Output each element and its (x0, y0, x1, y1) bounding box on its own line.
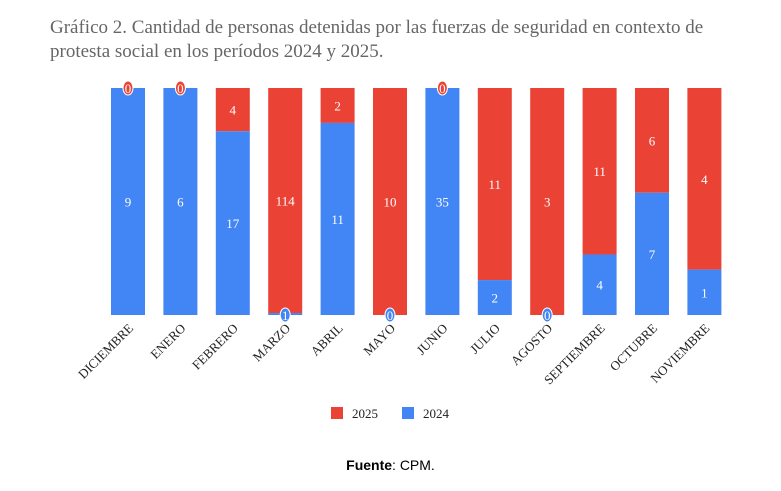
legend-swatch-2025 (331, 407, 343, 419)
bar-2024 (215, 131, 250, 315)
bar-2024 (635, 192, 669, 315)
data-label: 10 (384, 195, 397, 210)
data-label: 0 (439, 81, 446, 96)
data-label: 4 (701, 172, 708, 187)
x-tick-label: ABRIL (308, 320, 346, 358)
source-label: Fuente (346, 457, 393, 473)
zero-marker (436, 80, 448, 96)
bar-2024 (582, 254, 617, 315)
data-label: 9 (125, 195, 132, 210)
zero-marker (279, 307, 291, 323)
x-tick-label: ENERO (147, 321, 188, 362)
data-label: 1 (282, 308, 289, 323)
data-label: 1 (701, 285, 708, 300)
data-label: 4 (230, 103, 237, 118)
legend-swatch-2024 (402, 407, 414, 419)
x-tick-label: FEBRERO (189, 321, 241, 373)
bar-2024 (477, 280, 512, 315)
x-tick-label: MARZO (250, 321, 294, 365)
bar-2024 (425, 88, 460, 315)
chart-title: Gráfico 2. Cantidad de personas detenida… (50, 17, 704, 62)
legend-label-2024: 2024 (423, 406, 450, 421)
bar-2024 (687, 269, 722, 315)
bar-2025 (268, 88, 303, 314)
source-note: Fuente: CPM. (0, 457, 781, 473)
data-label: 11 (489, 177, 502, 192)
bar-2025 (687, 88, 722, 270)
bar-2025 (635, 88, 669, 193)
data-label: 6 (649, 133, 656, 148)
bar-2025 (373, 88, 407, 315)
data-label: 17 (226, 216, 240, 231)
x-tick-label: AGOSTO (508, 321, 556, 369)
bar-2025 (530, 88, 565, 315)
data-label: 2 (492, 291, 499, 306)
data-label: 4 (596, 278, 603, 293)
data-label: 0 (125, 81, 132, 96)
bar-2024 (163, 88, 198, 315)
data-label: 114 (276, 194, 296, 209)
data-label: 0 (387, 308, 394, 323)
zero-marker (541, 307, 553, 323)
data-label: 7 (649, 247, 656, 262)
data-label: 6 (177, 195, 184, 210)
data-label: 2 (334, 98, 341, 113)
x-tick-label: JUNIO (413, 321, 450, 358)
data-label: 11 (593, 164, 606, 179)
x-tick-label: DICIEMBRE (75, 320, 136, 381)
zero-marker (174, 80, 186, 96)
data-label: 35 (436, 195, 449, 210)
bar-2024 (111, 88, 145, 315)
x-tick-label: OCTUBRE (607, 320, 661, 374)
bar-2025 (215, 88, 250, 132)
data-label: 0 (544, 308, 551, 323)
data-label: 0 (177, 81, 184, 96)
bar-2024 (320, 122, 355, 315)
zero-marker (122, 80, 134, 96)
bar-2025 (320, 88, 355, 123)
bar-2025 (582, 88, 617, 255)
zero-marker (384, 307, 396, 323)
data-label: 11 (331, 212, 344, 227)
legend-label-2025: 2025 (352, 406, 378, 421)
stacked-bar-chart: 09DICIEMBRE06ENERO417FEBRERO1141MARZO211… (75, 80, 722, 421)
x-tick-label: JULIO (467, 321, 503, 357)
source-text: : CPM. (392, 457, 435, 473)
bar-2025 (477, 88, 512, 281)
data-label: 3 (544, 195, 551, 210)
x-tick-label: MAYO (360, 321, 398, 359)
